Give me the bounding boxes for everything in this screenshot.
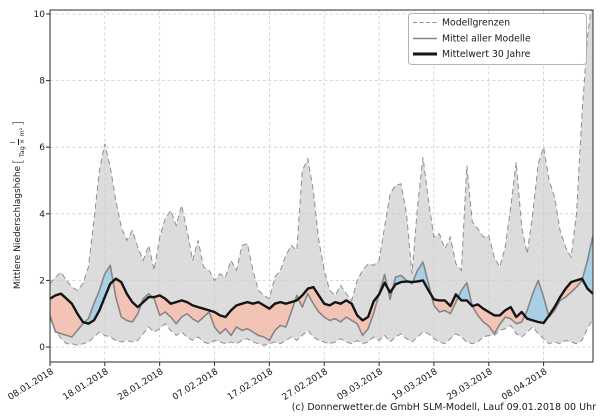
x-tick-label: 29.03.2018 [445,367,494,403]
legend-label-mittelwert-30-jahre: Mittelwert 30 Jahre [442,49,531,60]
pink-region [431,294,459,314]
model-upper-bound-line [50,10,592,302]
x-tick-label: 17.02.2018 [226,367,275,403]
x-tick-label: 08.04.2018 [500,367,549,403]
y-axis-unit-open-bracket: [ [11,159,25,164]
pink-region [472,304,525,334]
mean-30-years-line [50,277,593,325]
y-tick-label: 10 [34,10,46,20]
y-axis-label: Mittlere Niederschlagshöhe [ l Tag × m² ] [9,99,27,311]
pink-region [50,293,85,337]
plot-border [49,9,594,363]
x-tick-label: 27.02.2018 [281,367,330,403]
axis-ticks [46,13,545,366]
y-tick-label: 4 [39,210,45,220]
y-tick-label: 2 [39,276,45,286]
x-tick-label: 09.03.2018 [336,367,385,403]
model-lower-bound-line [50,318,593,346]
x-tick-label: 18.01.2018 [61,367,110,403]
x-tick-label: 08.01.2018 [7,367,56,403]
blue-region [524,280,549,323]
y-axis-unit-close-bracket: ] [11,120,25,126]
pink-region [152,295,295,341]
x-tick-label: 28.01.2018 [116,367,165,403]
y-axis-unit-denominator: Tag × m² [17,127,26,158]
y-axis-unit-fraction: l Tag × m² [9,127,26,158]
pink-region [298,287,379,336]
legend-label-modellgrenzen: Modellgrenzen [442,18,510,29]
legend: Modellgrenzen Mittel aller Modelle Mitte… [408,13,587,65]
y-tick-label: 6 [39,143,45,153]
blue-region [84,265,114,324]
pink-region [548,278,583,317]
x-tick-label: 19.03.2018 [390,367,439,403]
copyright-caption: (c) Donnerwetter.de GmbH SLM-Modell, Lau… [291,402,596,413]
y-tick-label: 8 [39,77,45,87]
legend-box [408,13,587,65]
x-tick-label: 07.02.2018 [171,367,220,403]
y-axis-label-text: Mittlere Niederschlagshöhe [13,165,23,290]
legend-label-mittel-aller-modelle: Mittel aller Modelle [442,34,531,45]
model-range-band [50,10,593,346]
y-tick-label: 0 [39,343,45,353]
